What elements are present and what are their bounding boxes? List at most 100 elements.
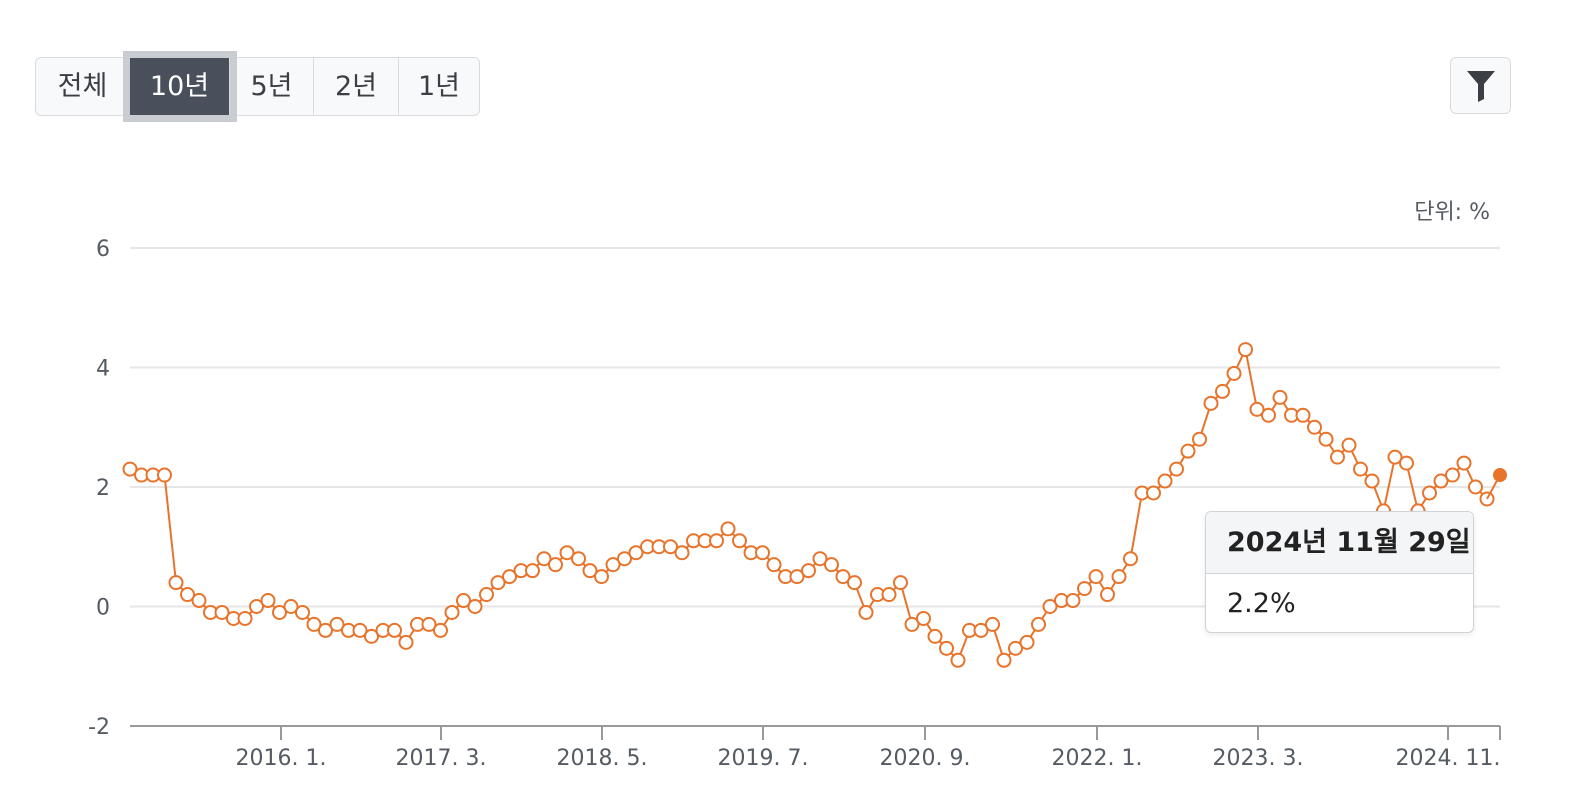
range-tab-group: 전체 10년 5년 2년 1년 — [35, 51, 480, 122]
data-point — [306, 616, 322, 632]
data-point — [812, 551, 828, 567]
data-point — [387, 622, 402, 638]
data-point — [617, 551, 632, 567]
data-point — [249, 599, 264, 614]
data-point — [1031, 616, 1046, 632]
tab-2y[interactable]: 2년 — [314, 58, 399, 115]
data-point — [352, 622, 368, 638]
tooltip-value: 2.2% — [1227, 588, 1296, 619]
data-point — [1100, 587, 1115, 603]
data-point — [571, 551, 586, 567]
chart-tooltip: 2024년 11월 29일 2.2% — [1205, 511, 1474, 633]
data-point — [318, 622, 333, 638]
data-point — [927, 628, 943, 644]
data-point — [559, 545, 575, 561]
data-point — [180, 587, 195, 603]
data-point — [1238, 342, 1253, 358]
data-point — [824, 557, 839, 573]
data-point — [973, 622, 989, 638]
data-point — [789, 569, 805, 585]
data-point — [1019, 634, 1035, 650]
data-point — [732, 533, 747, 549]
data-point — [1249, 401, 1265, 417]
x-tick-label: 2016. 1. — [236, 746, 327, 771]
y-tick-label: 2 — [96, 476, 110, 501]
unit-label: 단위: % — [1414, 200, 1490, 225]
data-point — [456, 593, 471, 609]
data-point — [1111, 569, 1127, 585]
data-point — [1192, 431, 1207, 447]
data-point — [1364, 473, 1380, 489]
data-point — [985, 616, 1000, 632]
data-point — [1146, 485, 1161, 501]
data-point — [272, 604, 287, 620]
filter-button[interactable] — [1450, 57, 1511, 114]
data-point — [1226, 365, 1242, 381]
data-point — [1169, 461, 1184, 477]
data-point — [628, 545, 644, 561]
data-point — [1387, 449, 1403, 465]
data-point — [1215, 383, 1230, 399]
x-tick-label: 2017. 3. — [396, 746, 487, 771]
data-point — [1123, 551, 1138, 567]
x-tick-label: 2023. 3. — [1213, 746, 1304, 771]
data-point — [283, 599, 299, 614]
data-point — [1065, 593, 1081, 609]
data-point — [1445, 467, 1460, 483]
data-point — [663, 539, 678, 555]
data-point — [467, 599, 483, 614]
x-tick-label: 2019. 7. — [718, 746, 809, 771]
tab-10y[interactable]: 10년 — [123, 51, 237, 122]
data-point — [1157, 473, 1173, 489]
data-point — [525, 563, 540, 579]
data-point — [916, 610, 931, 626]
data-point — [755, 545, 770, 561]
x-tick-label: 2018. 5. — [557, 746, 648, 771]
data-point — [191, 593, 207, 609]
data-point — [536, 551, 552, 567]
data-point — [260, 593, 276, 609]
data-point — [548, 557, 563, 573]
data-point — [1422, 485, 1437, 501]
data-point — [295, 604, 310, 620]
data-point — [1272, 389, 1288, 405]
data-point — [237, 610, 253, 626]
data-point — [157, 467, 172, 483]
data-point — [1042, 599, 1058, 614]
y-tick-label: 4 — [96, 357, 110, 382]
data-point — [1295, 407, 1311, 423]
data-point — [847, 575, 862, 591]
data-point — [1318, 431, 1334, 447]
data-point — [893, 575, 908, 591]
y-tick-label: -2 — [88, 715, 110, 740]
data-point — [398, 634, 414, 650]
data-point — [939, 640, 954, 656]
data-point — [594, 569, 609, 585]
tab-all[interactable]: 전체 — [36, 58, 130, 115]
data-point — [1180, 443, 1196, 459]
x-tick-label: 2024. 11. — [1396, 746, 1501, 771]
data-point — [329, 616, 345, 632]
tab-1y[interactable]: 1년 — [417, 71, 461, 102]
data-point — [605, 557, 621, 573]
data-point — [479, 587, 494, 603]
data-point — [1307, 419, 1322, 435]
tab-5y[interactable]: 5년 — [230, 58, 314, 115]
data-point — [444, 604, 460, 620]
filter-icon — [1466, 70, 1495, 102]
data-point — [1203, 395, 1219, 411]
y-tick-label: 0 — [96, 596, 110, 621]
highlighted-point — [1493, 468, 1507, 483]
data-point — [709, 533, 724, 549]
x-tick-label: 2022. 1. — [1052, 746, 1143, 771]
data-point — [996, 652, 1012, 668]
data-point — [858, 604, 874, 620]
data-point — [122, 461, 138, 477]
data-point — [1261, 407, 1276, 423]
data-point — [1353, 461, 1368, 477]
tooltip-date: 2024년 11월 29일 — [1206, 512, 1473, 574]
data-point — [950, 652, 966, 668]
y-tick-label: 6 — [96, 237, 110, 262]
data-point — [421, 616, 437, 632]
